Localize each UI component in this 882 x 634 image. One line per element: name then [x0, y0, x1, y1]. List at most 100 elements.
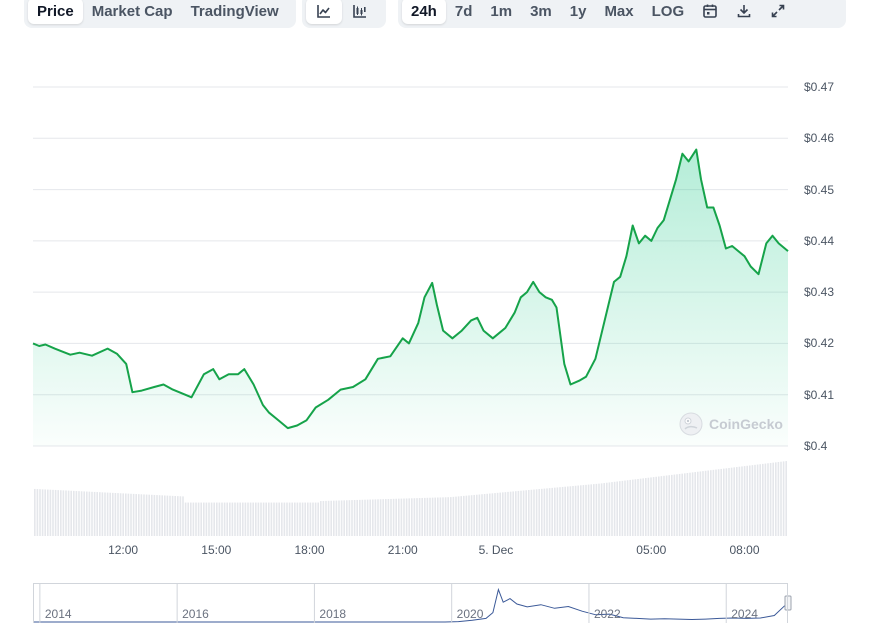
- line-chart-icon: [317, 5, 330, 18]
- volume-bar: [346, 500, 348, 536]
- volume-bar: [421, 497, 423, 536]
- volume-bar: [392, 498, 395, 536]
- volume-bar: [187, 502, 189, 536]
- volume-bar: [730, 467, 733, 536]
- volume-bar: [543, 488, 546, 536]
- volume-bar: [777, 462, 780, 536]
- navigator-line: [33, 587, 789, 623]
- volume-bar: [366, 499, 369, 536]
- volume-bar: [257, 502, 260, 536]
- volume-bar: [125, 493, 127, 536]
- volume-bar: [580, 485, 582, 536]
- volume-bar: [782, 461, 785, 536]
- volume-bar: [203, 502, 205, 536]
- volume-bar: [418, 498, 421, 536]
- range-max[interactable]: Max: [604, 2, 634, 20]
- volume-bar: [616, 481, 618, 536]
- volume-bar: [44, 489, 46, 536]
- volume-bar: [164, 495, 166, 536]
- navigator-year-label: 2022: [593, 607, 621, 621]
- volume-bar: [598, 483, 600, 536]
- volume-bar: [140, 494, 143, 536]
- volume-bar: [148, 494, 150, 536]
- volume-bar: [57, 490, 59, 536]
- volume-bar: [364, 499, 366, 536]
- calendar-icon: [703, 4, 717, 18]
- volume-bar: [236, 502, 239, 536]
- volume-bar: [676, 474, 678, 536]
- volume-bar: [502, 492, 504, 536]
- tab-tradingview[interactable]: TradingView: [190, 2, 279, 20]
- volume-bar: [244, 502, 247, 536]
- volume-bar: [686, 473, 689, 536]
- volume-bar: [736, 467, 738, 536]
- volume-bar: [561, 486, 564, 536]
- volume-bar: [489, 493, 491, 536]
- calendar-button[interactable]: [693, 0, 727, 24]
- volume-bar: [509, 491, 512, 536]
- volume-bar: [359, 499, 361, 536]
- volume-bar: [567, 486, 569, 536]
- volume-bar: [288, 502, 291, 536]
- volume-bar: [249, 502, 252, 536]
- volume-bar: [603, 483, 605, 536]
- volume-bar: [117, 493, 119, 536]
- price-area: [33, 149, 788, 446]
- volume-bar: [639, 478, 642, 536]
- volume-bar: [715, 469, 717, 536]
- volume-bar: [663, 475, 665, 536]
- volume-bar: [231, 502, 234, 536]
- range-7d[interactable]: 7d: [454, 2, 473, 20]
- volume-bar: [634, 479, 637, 536]
- range-24h[interactable]: 24h: [402, 0, 446, 24]
- price-line: [32, 148, 789, 430]
- volume-bar: [343, 500, 345, 536]
- fullscreen-button[interactable]: [761, 0, 795, 24]
- volume-bar: [564, 486, 566, 536]
- volume-bar: [429, 497, 431, 536]
- volume-bar: [400, 498, 403, 536]
- volume-bar: [307, 502, 309, 536]
- log-scale-toggle[interactable]: LOG: [651, 2, 685, 20]
- tab-market-cap[interactable]: Market Cap: [91, 2, 173, 20]
- volume-bar: [281, 502, 283, 536]
- volume-bar: [494, 493, 496, 536]
- volume-bar: [621, 480, 624, 536]
- volume-bar: [470, 495, 473, 536]
- volume-bar: [268, 502, 270, 536]
- tab-price[interactable]: Price: [28, 0, 83, 24]
- range-1y[interactable]: 1y: [569, 2, 587, 20]
- range-3m[interactable]: 3m: [530, 2, 552, 20]
- candlestick-chart-button[interactable]: [342, 0, 378, 24]
- view-tab-group: Price Market Cap TradingView: [24, 0, 296, 28]
- volume-bar: [720, 468, 722, 536]
- volume-bar: [229, 502, 231, 536]
- volume-bar: [754, 464, 756, 536]
- volume-bar: [377, 499, 379, 536]
- navigator-year-label: 2016: [182, 607, 209, 621]
- volume-bar: [361, 499, 364, 536]
- volume-bar: [197, 502, 200, 536]
- volume-bar: [340, 500, 343, 536]
- volume-bar: [710, 470, 712, 536]
- line-chart-button[interactable]: [306, 0, 342, 24]
- navigator-frame[interactable]: [33, 583, 788, 623]
- volume-bar: [93, 491, 96, 536]
- volume-bar: [338, 500, 340, 536]
- volume-bar: [216, 502, 218, 536]
- volume-bar: [234, 502, 236, 536]
- volume-bar: [481, 494, 483, 536]
- volume-bar: [556, 487, 559, 536]
- volume-bar: [395, 498, 397, 536]
- coingecko-watermark: CoinGecko: [679, 412, 783, 436]
- volume-bar: [374, 499, 377, 536]
- volume-bar: [499, 492, 501, 536]
- volume-bar: [208, 502, 210, 536]
- range-1m[interactable]: 1m: [490, 2, 513, 20]
- volume-bar: [403, 498, 405, 536]
- volume-bar: [304, 502, 306, 536]
- volume-bar: [569, 486, 572, 536]
- volume-bar: [242, 502, 244, 536]
- volume-bar: [689, 472, 691, 536]
- download-button[interactable]: [727, 0, 761, 24]
